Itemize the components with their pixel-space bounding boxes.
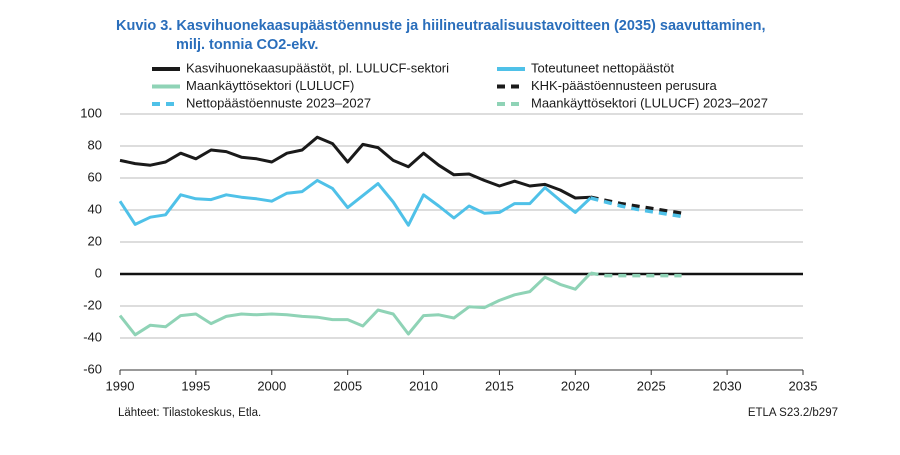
y-tick-label: -60 [83,361,102,376]
chart-code: ETLA S23.2/b297 [748,407,838,419]
series-line [119,135,591,200]
series-line [118,178,592,227]
legend-label: Nettopäästöennuste 2023–2027 [186,95,371,110]
y-tick-label: 40 [88,201,102,216]
x-tick-label: 2015 [485,378,514,393]
x-tick-label: 2005 [333,378,362,393]
legend-label: Kasvihuonekaasupäästöt, pl. LULUCF-sekto… [186,60,449,75]
source: Lähteet: Tilastokeskus, Etla. [118,407,261,419]
legend-label: Toteutuneet nettopäästöt [531,60,675,75]
legend-label: Maankäyttösektori (LULUCF) [186,78,354,93]
x-tick-label: 2035 [789,378,818,393]
y-tick-label: 0 [95,265,102,280]
legend-label: KHK-päästöennusteen perusura [531,78,718,93]
x-tick-label: 2030 [713,378,742,393]
y-tick-label: -20 [83,297,102,312]
series-line [590,271,682,278]
y-tick-label: -40 [83,329,102,344]
x-tick-label: 1990 [106,378,135,393]
y-tick-label: 60 [88,169,102,184]
x-tick-label: 2000 [257,378,286,393]
series-line [590,196,682,219]
y-tick-label: 100 [80,105,102,120]
legend-label: Maankäyttösektori (LULUCF) 2023–2027 [531,95,768,110]
chart-subtitle: milj. tonnia CO2-ekv. [176,37,318,53]
y-tick-label: 80 [88,137,102,152]
series-line [118,272,592,337]
x-tick-label: 2010 [409,378,438,393]
x-tick-label: 2020 [561,378,590,393]
chart-title: Kuvio 3. Kasvihuonekaasupäästöennuste ja… [116,18,765,34]
y-tick-label: 20 [88,233,102,248]
x-tick-label: 2025 [637,378,666,393]
x-tick-label: 1995 [181,378,210,393]
